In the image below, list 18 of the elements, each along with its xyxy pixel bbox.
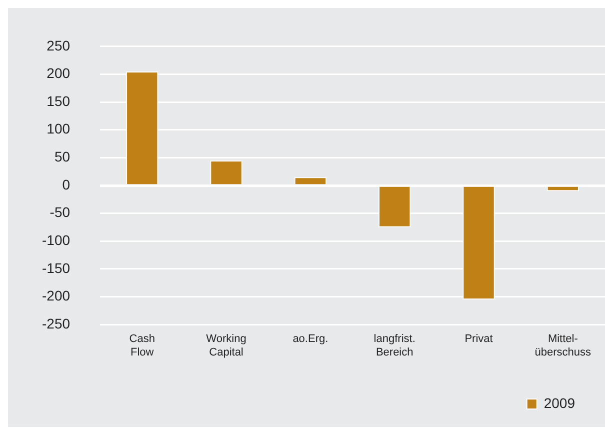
x-tick-label: Mittel-überschuss xyxy=(534,333,592,358)
y-tick-label: 0 xyxy=(62,176,70,192)
y-tick-label: 100 xyxy=(46,120,70,137)
y-tick-label: -250 xyxy=(42,315,70,332)
x-tick-label: ao.Erg. xyxy=(292,333,328,346)
y-tick-label: 50 xyxy=(54,148,70,165)
y-tick-label: -150 xyxy=(42,260,70,276)
x-tick-label: langfrist. Bereich xyxy=(374,333,416,358)
y-tick-label: -200 xyxy=(42,288,70,304)
y-tick-label: 250 xyxy=(46,37,70,54)
y-tick-label: -100 xyxy=(42,232,70,248)
x-tick-label: Working Capital xyxy=(206,333,246,358)
y-tick-label: -50 xyxy=(50,204,70,220)
x-tick-label: Privat xyxy=(464,333,493,346)
legend-label: 2009 xyxy=(544,394,576,411)
y-tick-label: 150 xyxy=(46,92,70,109)
y-tick-label: 200 xyxy=(46,65,70,82)
x-tick-label: Cash Flow xyxy=(129,333,155,358)
